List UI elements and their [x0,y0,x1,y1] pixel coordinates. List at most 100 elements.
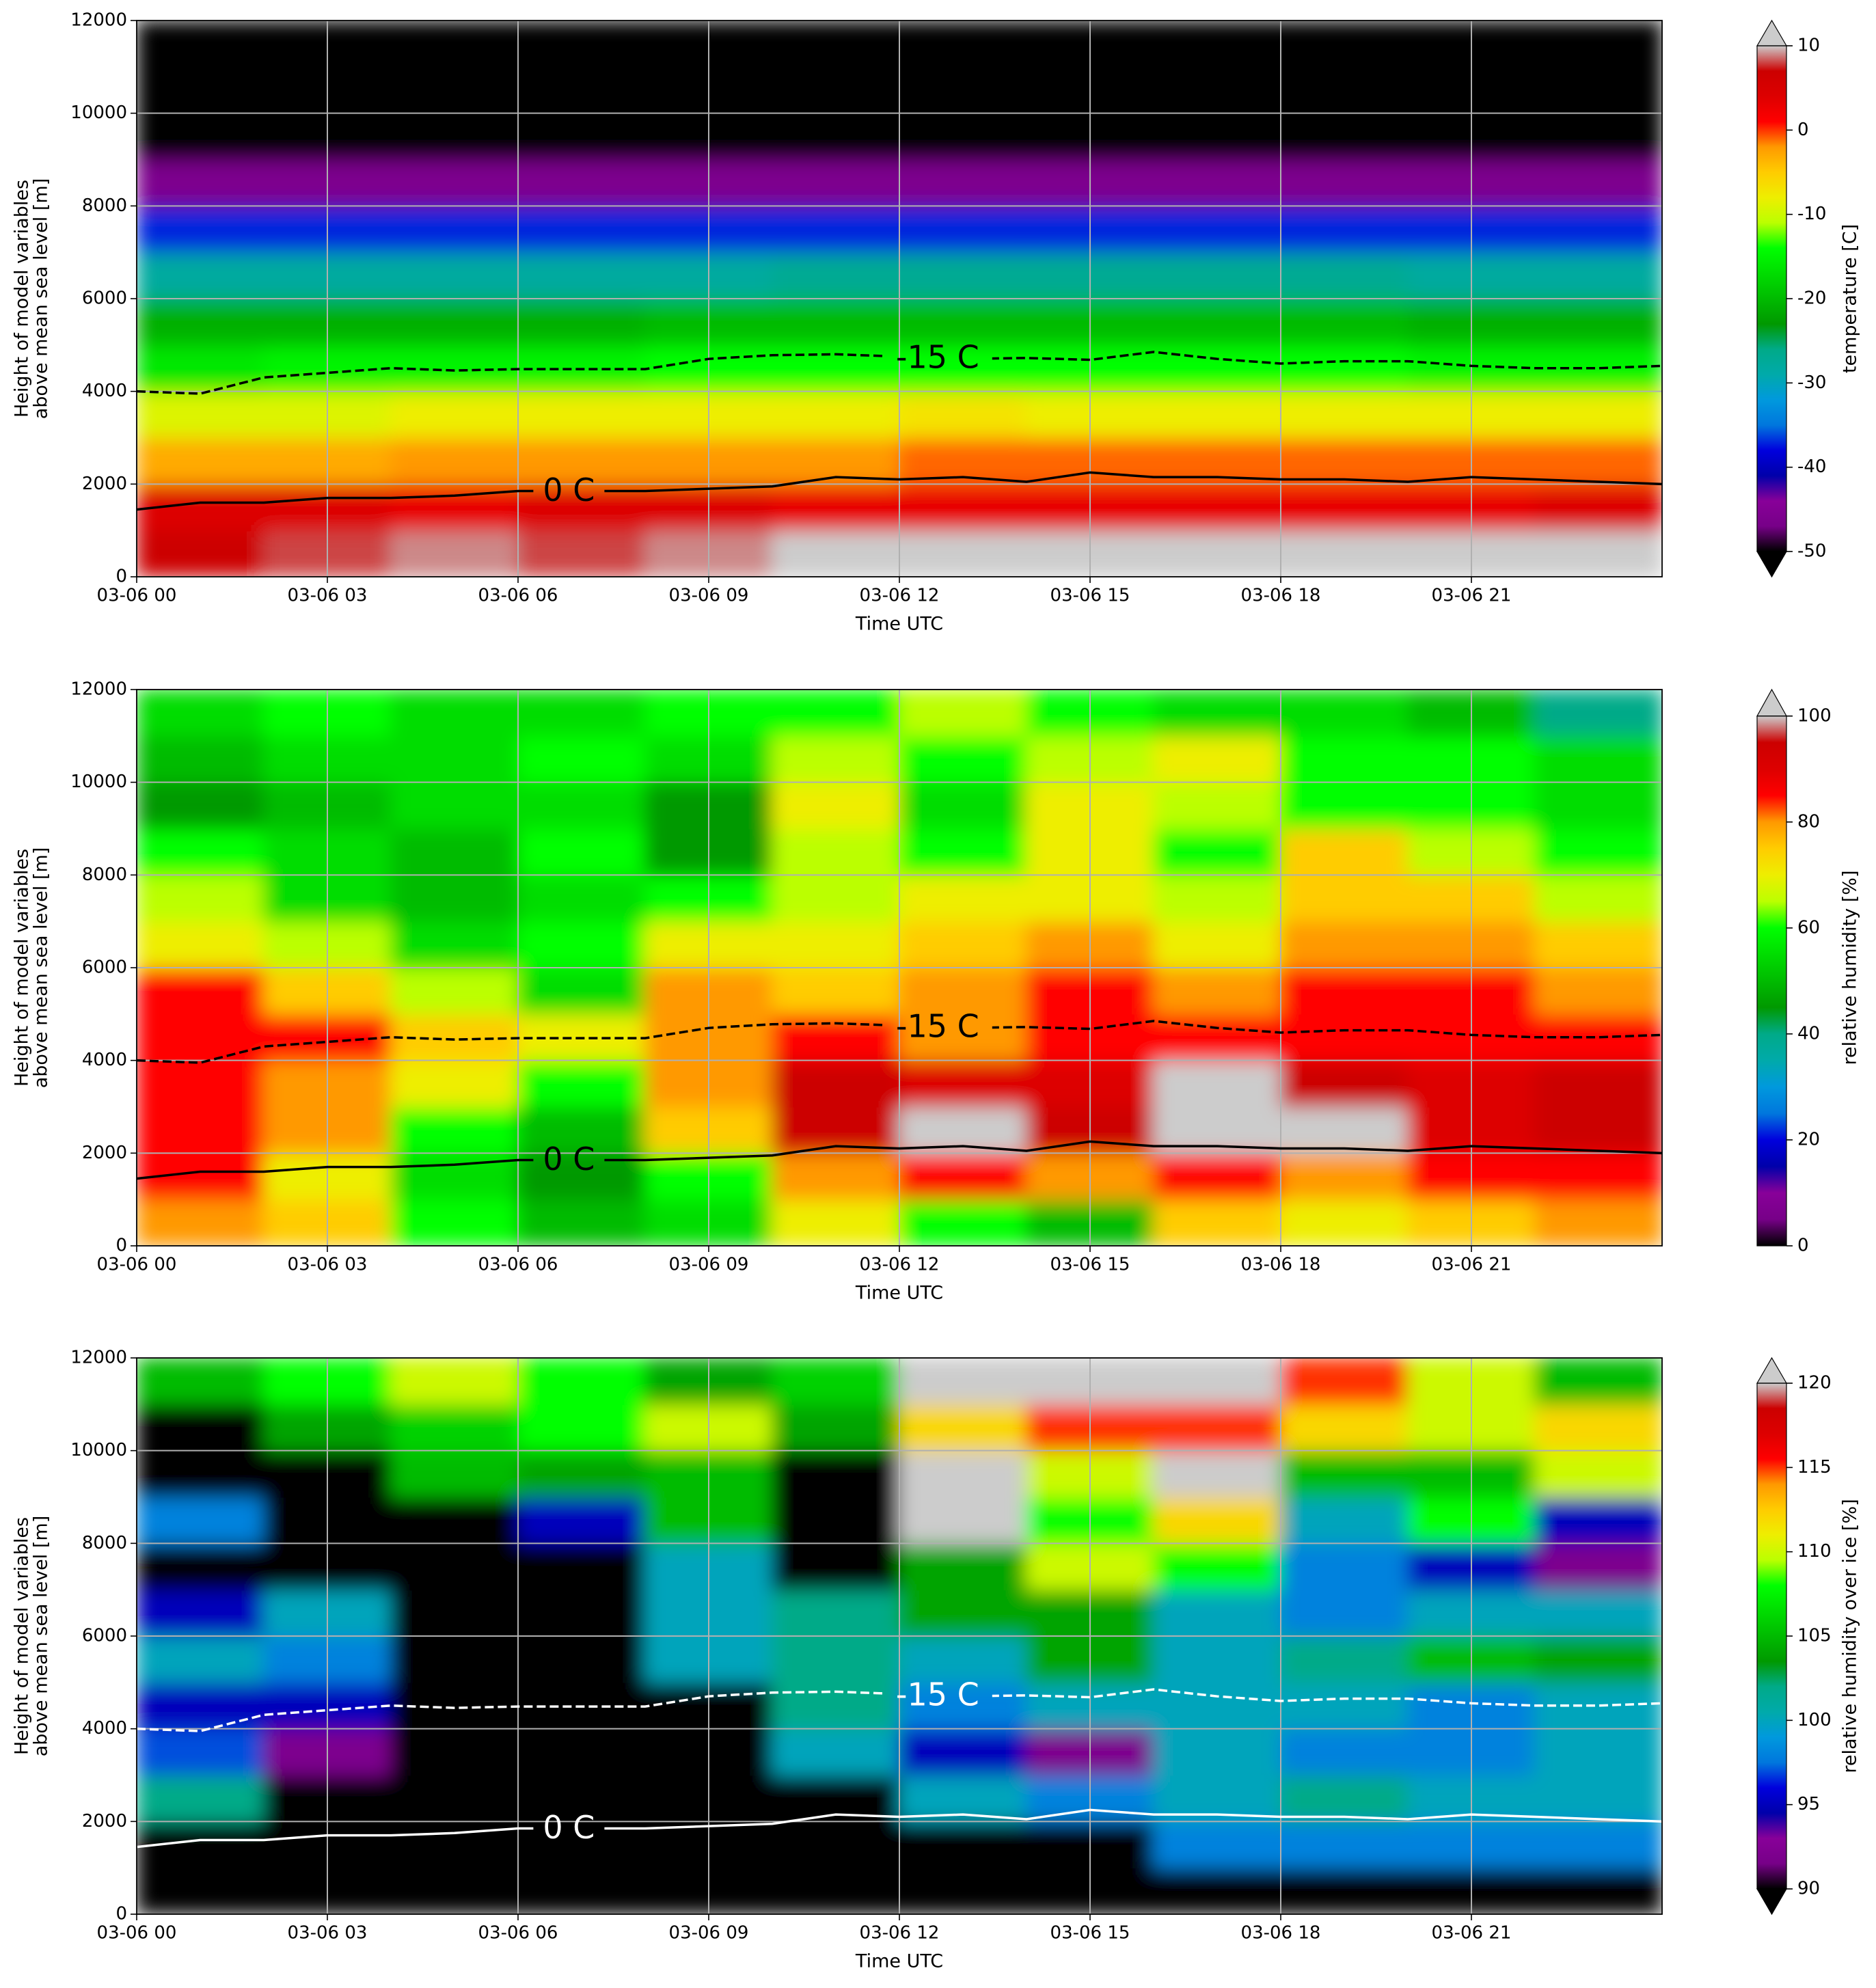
x-tick-label: 03-06 12 [860,586,940,606]
heatmap-cell [1280,1152,1409,1201]
contour-line [137,471,1662,511]
heatmap-cell [137,437,264,485]
x-tick-label: 03-06 06 [478,1923,558,1944]
heatmap-cell [899,1358,1027,1405]
heatmap-cell [390,1152,519,1201]
colorbar-tick-label: -40 [1797,457,1826,477]
heatmap-cell [1534,1403,1662,1452]
y-tick-label: 12000 [70,1348,127,1368]
colorbar-frame [1756,716,1787,1247]
heatmap-cell [1153,1821,1281,1869]
heatmap-cell [1534,1542,1662,1591]
heatmap-cell [390,967,519,1015]
heatmap-cell [1280,1106,1409,1154]
x-tick-label: 03-06 06 [478,586,558,606]
contour-label: -15 C [896,338,979,375]
heatmap-cell [137,874,264,923]
heatmap-cell [899,112,1027,161]
heatmap-cell [1153,967,1281,1015]
colorbar-tick-label: 120 [1797,1373,1832,1393]
heatmap-cell [1280,205,1409,254]
heatmap-cell [899,690,1027,737]
heatmap-cell [1534,530,1662,577]
colorbar-tick-label: 100 [1797,705,1832,726]
heatmap-cell [390,251,519,299]
heatmap-cell [1153,21,1281,68]
panel: 03-06 00 03-06 03 03-06 06 03-06 09 03-06 12… [12,679,1861,1304]
heatmap-cell [1280,1449,1409,1498]
heatmap-cell [1534,1867,1662,1914]
y-tick-label: 4000 [82,1050,127,1070]
x-tick-label: 03-06 12 [860,1255,940,1275]
heatmap-cell [1534,1496,1662,1544]
heatmap-cell [137,690,264,737]
y-tick-label: 10000 [70,1440,127,1460]
heatmap-cell [517,1403,646,1452]
y-tick-label: 0 [115,1236,127,1256]
colorbar-tick-label: 115 [1797,1457,1832,1478]
heatmap-cell [899,1681,1027,1730]
heatmap-cell [772,735,900,783]
heatmap-cell [1534,967,1662,1015]
heatmap-cell [1280,1589,1409,1637]
heatmap-cell [1153,874,1281,923]
heatmap-cell [1534,781,1662,830]
heatmap-cell [390,159,519,207]
heatmap-cell [772,298,900,346]
heatmap-cell [899,251,1027,299]
heatmap-cell [772,205,900,254]
heatmap-cell [899,1496,1027,1544]
heatmap-cell [1534,1728,1662,1776]
x-tick-label: 03-06 03 [288,1923,368,1944]
heatmap-cell [1153,828,1281,876]
plot-area [137,21,1662,577]
y-tick-label: 6000 [82,1626,127,1646]
colorbar-tick-label: -20 [1797,288,1826,309]
colorbar-tick-label: 100 [1797,1710,1832,1730]
heatmap-cell [137,1106,264,1154]
heatmap-cell [1153,1867,1281,1914]
heatmap-cell [1153,735,1281,783]
colorbar-tick-label: 0 [1797,1236,1809,1256]
heatmap-cell [899,828,1027,876]
heatmap-cell [517,781,646,830]
plot-area [137,1358,1662,1914]
heatmap-cell [1153,251,1281,299]
heatmap-cell [899,1152,1027,1201]
heatmap-cell [1534,1449,1662,1498]
heatmap-cell [899,205,1027,254]
heatmap-cell [137,735,264,783]
colorbar-tick-label: 105 [1797,1626,1832,1646]
heatmap-cell [390,390,519,439]
x-tick-label: 03-06 15 [1050,1255,1130,1275]
heatmap-cell [1280,1867,1409,1914]
contour-label: 0 C [543,1141,595,1177]
heatmap-cell [137,828,264,876]
heatmap-cell [899,1059,1027,1108]
heatmap-cell [1534,874,1662,923]
heatmap-cell [1153,530,1281,577]
y-tick-label: 10000 [70,103,127,123]
heatmap-cell [390,781,519,830]
heatmap-cell [1280,1358,1409,1405]
y-tick-label: 4000 [82,381,127,401]
heatmap-cell [137,1358,264,1405]
heatmap-cell [390,205,519,254]
colorbar-label: temperature [C] [1840,224,1861,373]
y-axis-label: above mean sea level [m] [31,178,52,420]
heatmap-cell [1153,1449,1281,1498]
heatmap-cell [137,1403,264,1452]
heatmap-cell [390,1106,519,1154]
heatmap-cell [1534,66,1662,114]
heatmap-cell [772,1358,900,1405]
colorbar-tick-label: 60 [1797,917,1820,938]
contour-label: -15 C [896,1007,979,1044]
x-tick-label: 03-06 15 [1050,586,1130,606]
heatmap-cell [899,735,1027,783]
heatmap-cell [137,1681,264,1730]
heatmap-cell [390,1403,519,1452]
heatmap-cell [1280,690,1409,737]
heatmap-cell [772,1867,900,1914]
heatmap-cell [1280,967,1409,1015]
heatmap-cell [1280,1635,1409,1683]
